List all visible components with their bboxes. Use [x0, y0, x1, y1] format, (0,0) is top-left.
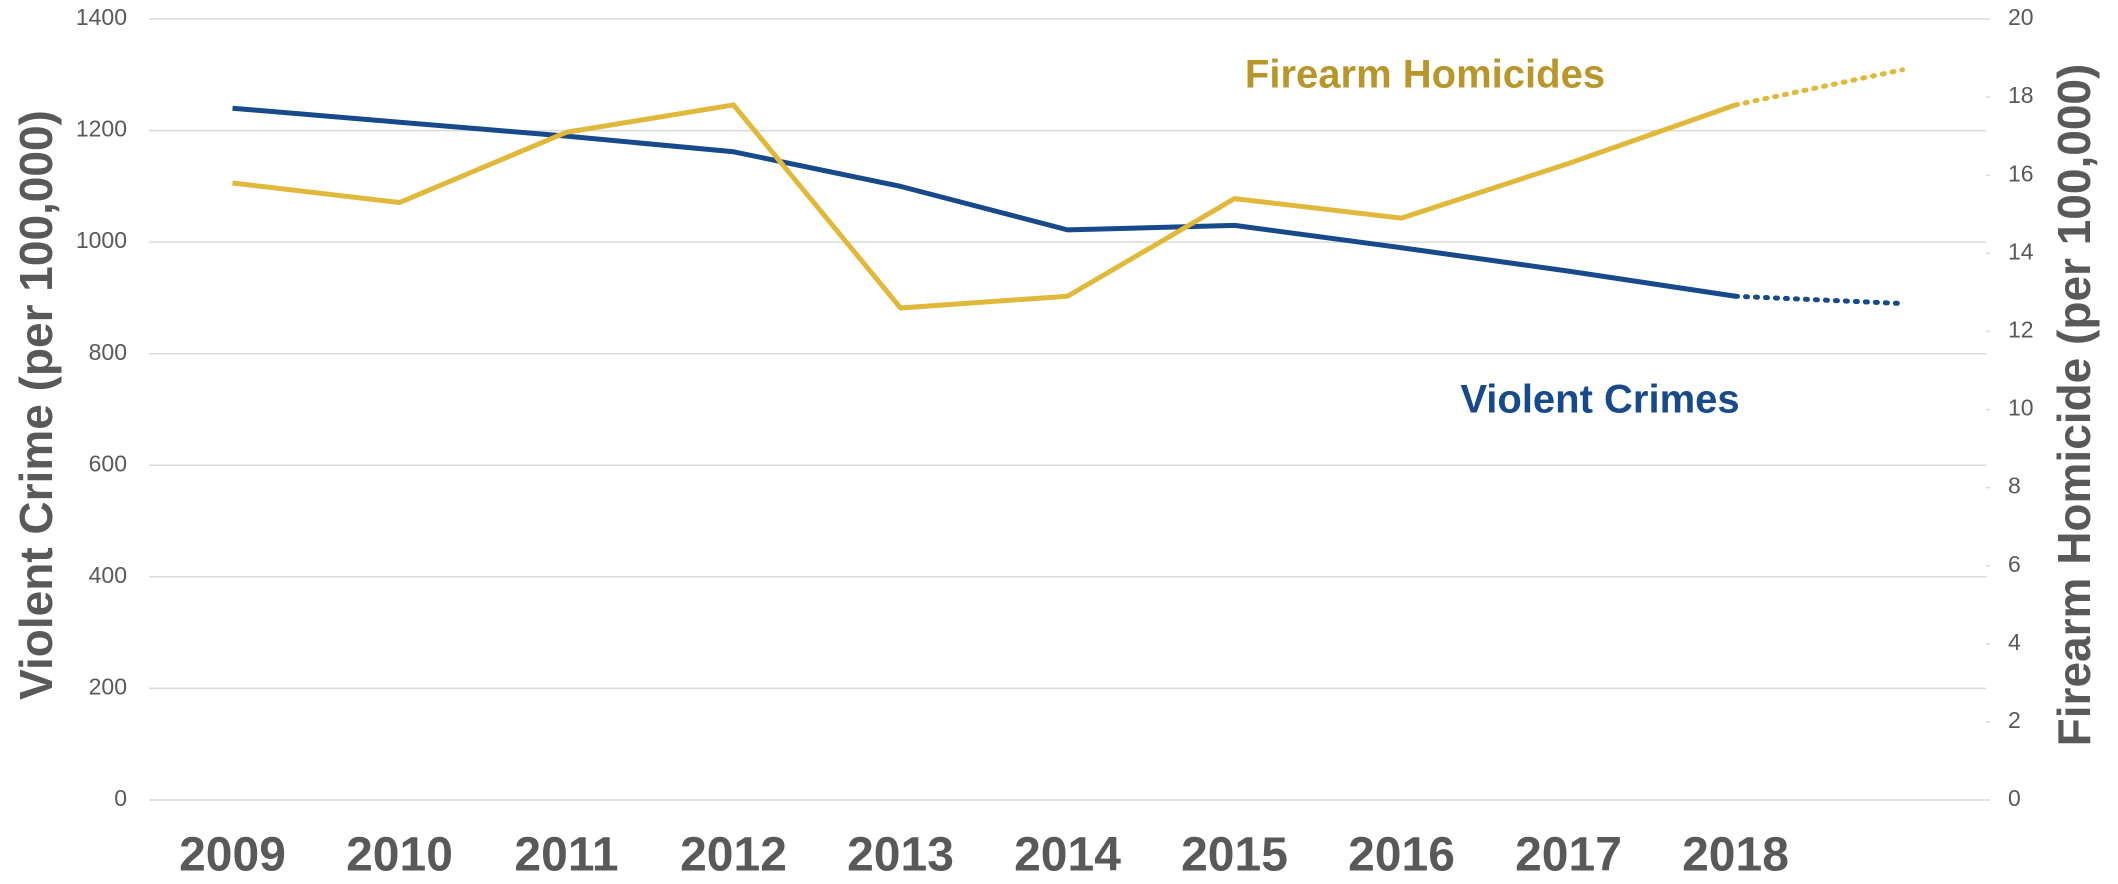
y2-tick-label: 0 — [2008, 785, 2021, 811]
x-tick-label: 2016 — [1348, 829, 1455, 879]
y-tick-label: 600 — [89, 450, 127, 476]
y2-tick-label: 8 — [2008, 473, 2021, 499]
y-tick-label: 1200 — [76, 116, 127, 142]
y2-tick-label: 2 — [2008, 707, 2021, 733]
series-label: Firearm Homicides — [1245, 53, 1605, 97]
y2-axis-title: Firearm Homicide (per 100,000) — [2048, 64, 2100, 747]
y2-tick-label: 10 — [2008, 395, 2034, 421]
y-tick-label: 400 — [89, 562, 127, 588]
series-line — [1733, 293, 1905, 307]
y2-tick-label: 16 — [2008, 160, 2034, 186]
y-tick-label: 800 — [89, 339, 127, 365]
x-tick-label: 2017 — [1515, 829, 1622, 879]
x-tick-label: 2011 — [514, 829, 618, 879]
x-tick-label: 2010 — [346, 829, 453, 879]
y-tick-label: 1000 — [76, 227, 127, 253]
y-tick-label: 0 — [114, 785, 127, 811]
series-line — [232, 105, 1736, 299]
series-line — [1733, 67, 1905, 108]
y-tick-label: 1400 — [76, 4, 127, 30]
y2-tick-label: 6 — [2008, 551, 2021, 577]
series-label: Violent Crimes — [1460, 378, 1739, 422]
y2-tick-label: 18 — [2008, 82, 2034, 108]
y2-tick-label: 20 — [2008, 4, 2034, 30]
y2-tick-label: 4 — [2008, 629, 2021, 655]
series-line — [232, 102, 1737, 311]
x-tick-label: 2009 — [179, 829, 286, 879]
x-tick-label: 2012 — [680, 829, 787, 879]
x-tick-label: 2014 — [1014, 829, 1121, 879]
y-axis-title: Violent Crime (per 100,000) — [10, 110, 62, 700]
y2-tick-label: 14 — [2008, 238, 2034, 264]
y2-tick-label: 12 — [2008, 316, 2034, 342]
y-tick-label: 200 — [89, 674, 127, 700]
x-tick-label: 2015 — [1181, 829, 1288, 879]
x-tick-label: 2018 — [1682, 829, 1789, 879]
x-tick-label: 2013 — [847, 829, 954, 879]
